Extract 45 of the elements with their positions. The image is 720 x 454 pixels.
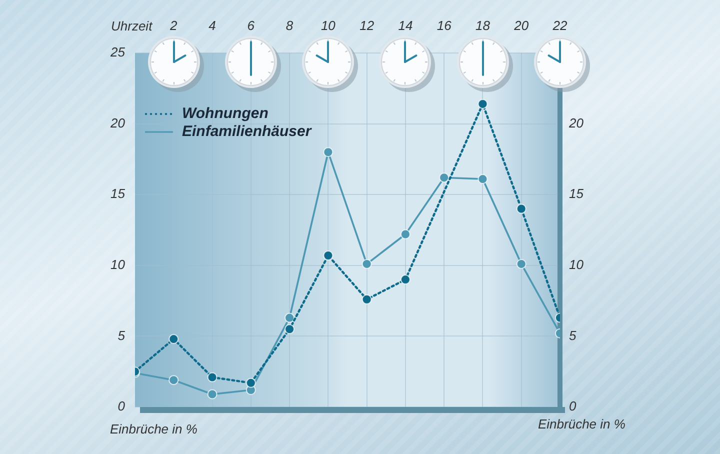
y-tick-label: 25 (110, 44, 126, 60)
y2-tick-label: 10 (569, 257, 584, 272)
x-tick-label: 12 (360, 18, 375, 33)
y-tick-label: 15 (110, 186, 126, 202)
x-tick-label: 18 (475, 18, 491, 33)
point (207, 372, 218, 382)
x-tick-label: 4 (208, 18, 216, 33)
x-tick-label: 8 (286, 18, 294, 33)
legend-label: Einfamilienhäuser (182, 123, 312, 140)
point (362, 258, 372, 269)
point (400, 274, 410, 285)
y-axis-title: Einbrüche in % (110, 422, 198, 437)
y2-tick-label: 15 (569, 186, 584, 202)
point (400, 229, 410, 240)
y-tick-label: 10 (110, 257, 126, 272)
y2-tick-label: 0 (569, 398, 577, 414)
x-tick-label: 22 (552, 18, 568, 33)
point (439, 172, 450, 183)
point (284, 324, 295, 334)
legend-label: Wohnungen (182, 105, 268, 122)
x-tick-label: 10 (320, 18, 336, 33)
point (323, 147, 334, 158)
x-tick-label: 20 (513, 18, 530, 33)
y2-axis-title: Einbrüche in % (538, 416, 626, 432)
x-tick-label: 14 (398, 18, 413, 33)
point (323, 250, 334, 260)
point (168, 375, 179, 386)
x-tick-label: 2 (169, 18, 178, 33)
point (478, 98, 488, 109)
y-tick-label: 20 (110, 115, 126, 130)
point (516, 204, 526, 214)
x-axis-title: Uhrzeit (111, 18, 154, 34)
y2-tick-label: 5 (569, 328, 577, 343)
y-tick-label: 0 (118, 398, 126, 414)
y2-tick-label: 20 (568, 115, 584, 130)
point (207, 389, 218, 400)
point (246, 378, 256, 388)
point (284, 312, 295, 323)
y-tick-label: 5 (118, 328, 126, 343)
point (516, 258, 526, 269)
x-tick-label: 16 (436, 18, 452, 33)
point (478, 174, 488, 184)
point (362, 294, 372, 304)
x-tick-label: 6 (247, 18, 256, 33)
point (168, 334, 179, 344)
